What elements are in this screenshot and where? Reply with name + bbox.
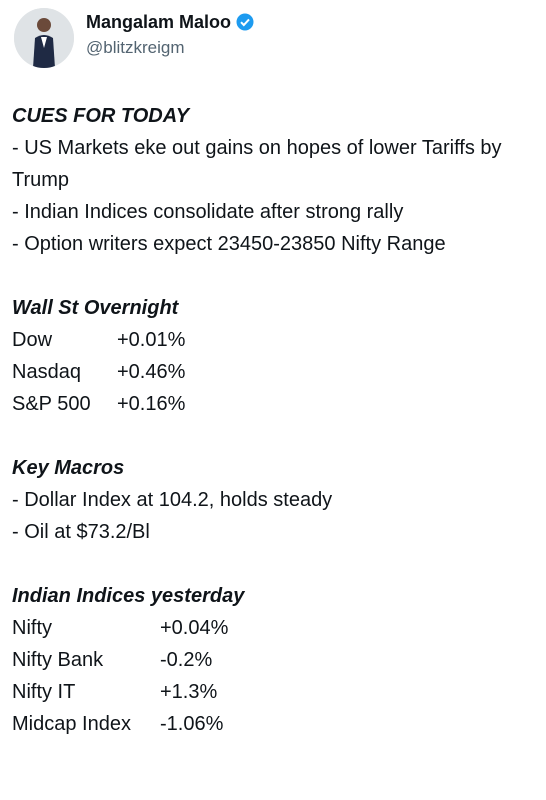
text-line: - Indian Indices consolidate after stron… — [12, 201, 404, 223]
stat-row: Nifty Bank -0.2% — [12, 644, 504, 676]
section: CUES FOR TODAY - US Markets eke out gains… — [12, 100, 504, 260]
stat-label: Midcap Index — [12, 713, 131, 735]
author-name-row: Mangalam Maloo — [86, 10, 254, 34]
author-name[interactable]: Mangalam Maloo — [86, 12, 232, 32]
stat-value: +0.04% — [160, 617, 229, 639]
stat-row: Midcap Index -1.06% — [12, 708, 504, 740]
text-line: - US Markets eke out gains on hopes of l… — [12, 137, 502, 191]
text-line: - Dollar Index at 104.2, holds steady — [12, 489, 333, 511]
section-heading: Key Macros — [12, 457, 125, 479]
stat-label: S&P 500 — [12, 393, 91, 415]
section: Key Macros - Dollar Index at 104.2, holds… — [12, 452, 504, 548]
avatar-image — [14, 8, 74, 68]
stat-row: Nifty IT +1.3% — [12, 676, 504, 708]
stat-row: Nifty +0.04% — [12, 612, 504, 644]
stat-value: -0.2% — [160, 649, 213, 671]
section: Indian Indices yesterday Nifty +0.04% Nifty… — [12, 580, 504, 740]
section-heading: Indian Indices yesterday — [12, 585, 245, 607]
stat-value: +1.3% — [160, 681, 218, 703]
stat-row: Dow +0.01% — [12, 324, 504, 356]
stat-label: Nifty — [12, 617, 52, 639]
section-heading: CUES FOR TODAY — [12, 105, 190, 127]
text-line: - Option writers expect 23450-23850 Nift… — [12, 233, 446, 255]
stat-label: Nifty Bank — [12, 649, 104, 671]
stat-value: -1.06% — [160, 713, 224, 735]
stat-label: Nasdaq — [12, 361, 81, 383]
stat-label: Dow — [12, 329, 53, 351]
stat-label: Nifty IT — [12, 681, 76, 703]
section-heading: Wall St Overnight — [12, 297, 179, 319]
verified-badge — [236, 13, 254, 31]
stat-value: +0.01% — [117, 329, 186, 351]
tweet-body: CUES FOR TODAY - US Markets eke out gains… — [12, 100, 504, 772]
section: Wall St Overnight Dow +0.01% Nasdaq +0.46% S&… — [12, 292, 504, 420]
stat-row: Nasdaq +0.46% — [12, 356, 504, 388]
stat-value: +0.16% — [117, 393, 186, 415]
avatar[interactable] — [14, 8, 74, 68]
author-handle[interactable]: @blitzkreigm — [86, 38, 185, 57]
stat-row: S&P 500 +0.16% — [12, 388, 504, 420]
stat-value: +0.46% — [117, 361, 186, 383]
text-line: - Oil at $73.2/Bl — [12, 521, 150, 543]
